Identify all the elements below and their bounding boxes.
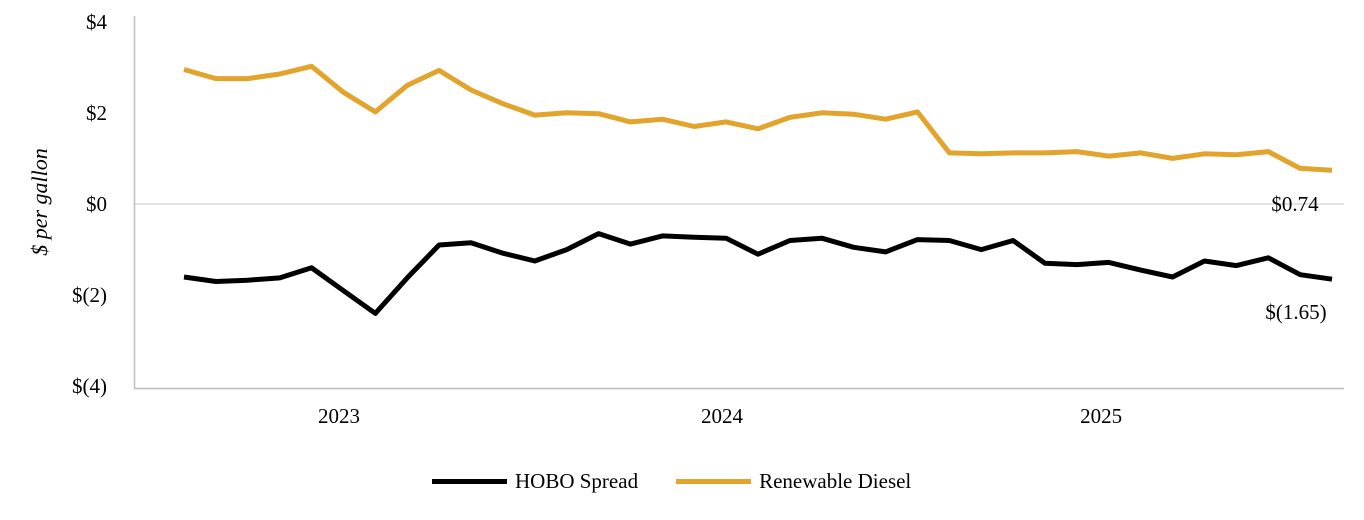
renewable-diesel-line-swatch bbox=[676, 478, 752, 484]
x-tick-label: 2023 bbox=[317, 404, 360, 428]
legend-item-renewable-diesel: Renewable Diesel bbox=[676, 468, 911, 494]
renewable-diesel-value-label: $0.74 bbox=[1271, 192, 1319, 216]
y-tick-label: $2 bbox=[86, 100, 107, 125]
y-tick-label: $(2) bbox=[72, 283, 107, 308]
legend-label-renewable-diesel: Renewable Diesel bbox=[759, 469, 912, 493]
renewable-diesel-line bbox=[183, 63, 1333, 173]
hobo-spread-value-label: $(1.65) bbox=[1265, 300, 1327, 324]
legend: HOBO Spread Renewable Diesel bbox=[432, 468, 911, 494]
hobo-spread-line bbox=[183, 231, 1333, 316]
x-axis-ticks: 2023 2024 2025 bbox=[0, 403, 1364, 433]
x-tick-label: 2025 bbox=[1080, 404, 1123, 428]
legend-label-hobo-spread: HOBO Spread bbox=[515, 469, 639, 493]
y-tick-label: $4 bbox=[86, 9, 107, 34]
hobo-spread-line-swatch bbox=[432, 478, 507, 484]
y-axis-ticks: $4 $2 $0 $(2) $(4) bbox=[0, 0, 107, 520]
legend-item-hobo-spread: HOBO Spread bbox=[432, 468, 638, 494]
x-tick-label: 2024 bbox=[700, 404, 743, 428]
y-tick-label: $0 bbox=[86, 192, 107, 216]
y-tick-label: $(4) bbox=[72, 374, 107, 399]
